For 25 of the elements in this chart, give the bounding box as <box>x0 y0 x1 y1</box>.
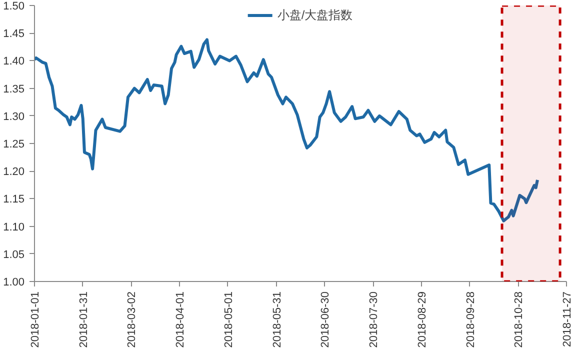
y-tick-label: 1.35 <box>3 83 25 96</box>
y-tick-label: 1.40 <box>3 56 25 68</box>
y-tick-label: 1.25 <box>3 138 25 150</box>
x-tick-label: 2018-01-01 <box>30 291 42 348</box>
y-tick-label: 1.30 <box>3 110 25 123</box>
x-tick-label: 2018-10-28 <box>513 291 526 348</box>
y-tick-label: 1.00 <box>3 276 25 288</box>
y-tick-label: 1.20 <box>3 166 25 178</box>
x-tick-label: 2018-09-28 <box>464 291 477 348</box>
x-tick-label: 2018-07-30 <box>368 291 380 348</box>
x-tick-label: 2018-04-01 <box>174 291 187 348</box>
x-tick-label: 2018-11-27 <box>562 292 571 347</box>
x-tick-label: 2018-05-01 <box>222 291 235 348</box>
y-tick-label: 1.05 <box>3 248 25 261</box>
y-tick-label: 1.10 <box>3 221 25 234</box>
line-series <box>34 38 539 222</box>
y-tick-label: 1.50 <box>3 0 25 12</box>
x-tick-label: 2018-01-31 <box>78 291 90 348</box>
x-tick-label: 2018-06-30 <box>320 291 332 348</box>
y-tick-label: 1.45 <box>3 28 25 40</box>
x-tick-label: 2018-08-29 <box>416 291 428 348</box>
legend-label: 小盘/大盘指数 <box>277 6 353 24</box>
y-tick-label: 1.15 <box>3 194 25 206</box>
x-tick-label: 2018-03-02 <box>126 291 138 348</box>
x-tick-label: 2018-05-31 <box>271 291 284 348</box>
